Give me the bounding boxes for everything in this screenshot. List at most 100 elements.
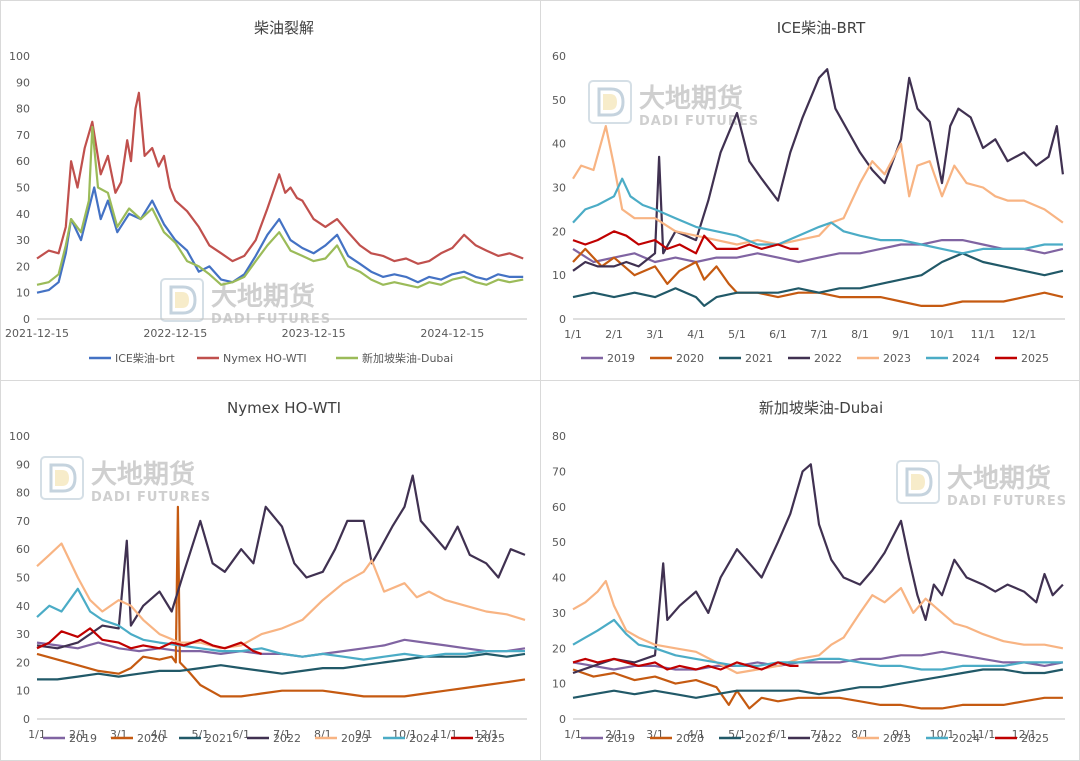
series-line-2024 bbox=[572, 618, 1063, 671]
y-tick-label: 30 bbox=[16, 628, 30, 641]
legend-label: 2025 bbox=[1021, 352, 1049, 365]
x-tick-label: 5/1 bbox=[728, 328, 746, 341]
legend-label: 2023 bbox=[883, 732, 911, 745]
x-tick-label: 4/1 bbox=[687, 728, 705, 741]
y-tick-label: 40 bbox=[16, 600, 30, 613]
chart-title: 柴油裂解 bbox=[254, 19, 314, 37]
x-tick-label: 2/1 bbox=[69, 728, 87, 741]
x-tick-label: 12/1 bbox=[1012, 728, 1037, 741]
series-line-新加坡柴油-Dubai bbox=[36, 125, 524, 289]
y-tick-label: 30 bbox=[552, 607, 566, 620]
watermark-name: 大地期货 bbox=[211, 281, 315, 312]
legend-label: 2025 bbox=[477, 732, 505, 745]
series-line-2020 bbox=[572, 247, 1064, 307]
y-tick-label: 80 bbox=[16, 487, 30, 500]
y-tick-label: 10 bbox=[16, 685, 30, 698]
series-line-2019 bbox=[572, 239, 1064, 264]
y-tick-label: 10 bbox=[16, 287, 30, 300]
x-tick-label: 1/1 bbox=[28, 728, 46, 741]
watermark-name: 大地期货 bbox=[947, 463, 1051, 494]
y-tick-label: 20 bbox=[552, 642, 566, 655]
series-line-2021 bbox=[572, 668, 1064, 699]
y-tick-label: 50 bbox=[16, 572, 30, 585]
x-tick-label: 1/1 bbox=[564, 728, 582, 741]
x-tick-label: 8/1 bbox=[851, 328, 869, 341]
x-tick-label: 2022-12-15 bbox=[143, 327, 207, 340]
chart-title: 新加坡柴油-Dubai bbox=[759, 399, 883, 417]
y-tick-label: 10 bbox=[552, 678, 566, 691]
y-tick-label: 0 bbox=[559, 313, 566, 326]
series-line-2019 bbox=[572, 650, 1064, 671]
y-tick-label: 40 bbox=[552, 572, 566, 585]
x-tick-label: 9/1 bbox=[892, 328, 910, 341]
chart-title: ICE柴油-BRT bbox=[777, 19, 866, 37]
chart-panel-nymex-ho-wti: 大地期货 DADI FUTURES Nymex HO-WTI 0 10 20 30 40 50 6… bbox=[0, 380, 541, 761]
y-tick-label: 20 bbox=[552, 225, 566, 238]
y-tick-label: 60 bbox=[16, 155, 30, 168]
legend-label: 2024 bbox=[409, 732, 437, 745]
legend-label: 2021 bbox=[205, 732, 233, 745]
y-tick-label: 0 bbox=[559, 713, 566, 726]
watermark-logo-icon bbox=[896, 460, 940, 504]
series-line-2024 bbox=[36, 587, 525, 661]
y-tick-label: 100 bbox=[9, 430, 30, 443]
series-line-2022 bbox=[572, 463, 1064, 675]
chart-panel-diesel-crack: 大地期货 DADI FUTURES 柴油裂解 0 10 20 30 40 50 60 70 80 90 1… bbox=[0, 0, 541, 381]
y-tick-label: 20 bbox=[16, 260, 30, 273]
y-tick-label: 40 bbox=[16, 208, 30, 221]
x-tick-label: 11/1 bbox=[971, 328, 996, 341]
x-tick-label: 6/1 bbox=[232, 728, 250, 741]
y-tick-label: 0 bbox=[23, 313, 30, 326]
y-tick-label: 90 bbox=[16, 76, 30, 89]
watermark-name: 大地期货 bbox=[91, 459, 195, 490]
legend-label: ICE柴油-brt bbox=[115, 351, 175, 365]
y-tick-label: 80 bbox=[552, 430, 566, 443]
watermark-sub: DADI FUTURES bbox=[91, 490, 211, 505]
y-tick-label: 60 bbox=[552, 50, 566, 63]
watermark-logo-icon bbox=[40, 456, 84, 500]
series-line-2020 bbox=[36, 505, 526, 698]
legend-label: 2020 bbox=[137, 732, 165, 745]
x-tick-label: 7/1 bbox=[810, 328, 828, 341]
x-tick-label: 2023-12-15 bbox=[282, 327, 346, 340]
y-tick-label: 100 bbox=[9, 50, 30, 63]
y-tick-label: 50 bbox=[552, 536, 566, 549]
x-tick-label: 11/1 bbox=[971, 728, 996, 741]
x-tick-label: 2/1 bbox=[605, 728, 623, 741]
legend-label: 2023 bbox=[883, 352, 911, 365]
series-line-2022 bbox=[572, 68, 1064, 272]
series-line-2023 bbox=[36, 542, 526, 650]
legend-label: 2024 bbox=[952, 352, 980, 365]
watermark-logo-icon bbox=[588, 80, 632, 124]
legend-label: 2022 bbox=[814, 732, 842, 745]
x-tick-label: 4/1 bbox=[687, 328, 705, 341]
x-tick-label: 6/1 bbox=[769, 328, 787, 341]
y-tick-label: 70 bbox=[16, 129, 30, 142]
legend-label: 2019 bbox=[607, 732, 635, 745]
watermark-name: 大地期货 bbox=[639, 83, 743, 114]
y-tick-label: 90 bbox=[16, 458, 30, 471]
y-tick-label: 0 bbox=[23, 713, 30, 726]
series-line-2025 bbox=[572, 230, 799, 255]
watermark-sub: DADI FUTURES bbox=[947, 494, 1067, 509]
x-tick-label: 2/1 bbox=[605, 328, 623, 341]
x-tick-label: 12/1 bbox=[1012, 328, 1037, 341]
series-line-2021 bbox=[37, 652, 526, 681]
legend-label: 2021 bbox=[745, 732, 773, 745]
x-tick-label: 2024-12-15 bbox=[420, 327, 484, 340]
y-tick-label: 60 bbox=[552, 501, 566, 514]
legend-label: 2024 bbox=[952, 732, 980, 745]
x-tick-label: 3/1 bbox=[646, 328, 664, 341]
x-tick-label: 7/1 bbox=[273, 728, 291, 741]
y-tick-label: 70 bbox=[552, 465, 566, 478]
legend-label: 新加坡柴油-Dubai bbox=[362, 351, 453, 365]
series-line-2023 bbox=[572, 125, 1064, 246]
